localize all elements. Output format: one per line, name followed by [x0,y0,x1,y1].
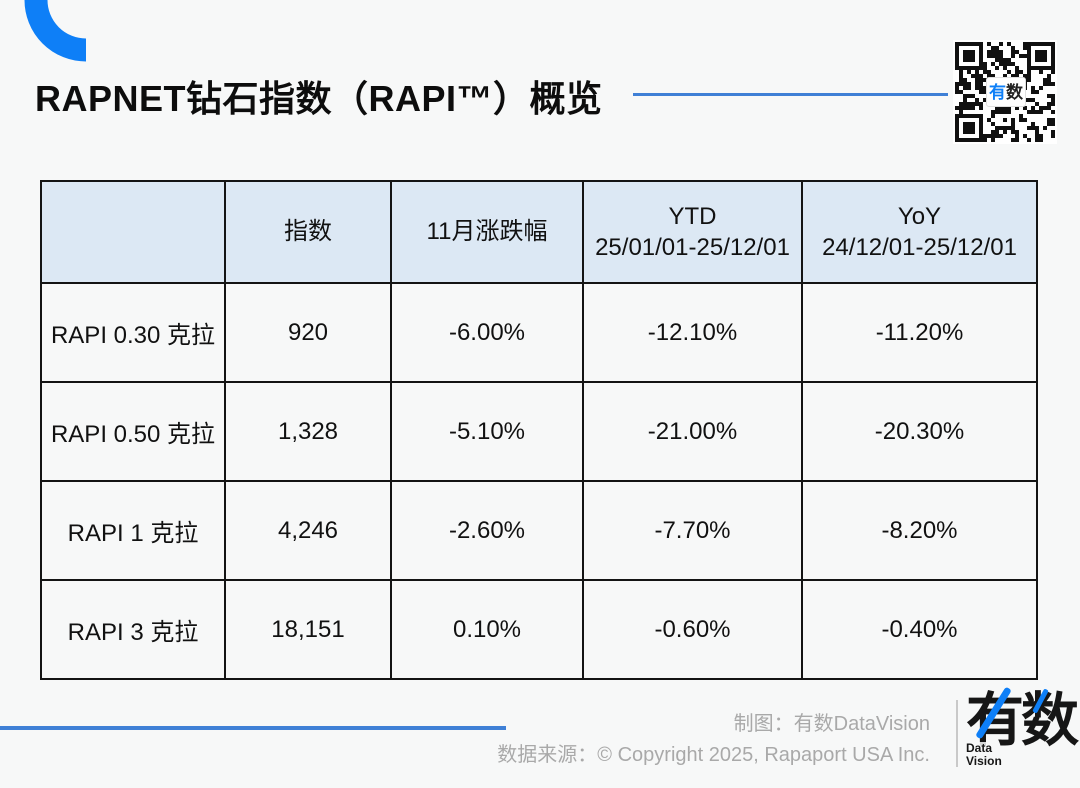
row-label: RAPI 3 克拉 [40,579,226,680]
table-row: RAPI 0.30 克拉 920 -6.00% -12.10% -11.20% [40,282,1038,383]
column-header [40,180,226,284]
table-header-row: 指数 11月涨跌幅 YTD 25/01/01-25/12/01 YoY 24/12/01-… [40,180,1038,284]
table-cell: 0.10% [390,579,584,680]
table-cell: -5.10% [390,381,584,482]
table-cell: 920 [224,282,392,383]
qr-logo-char-left: 有 [989,82,1006,102]
table-cell: -0.60% [582,579,803,680]
column-header: 11月涨跌幅 [390,180,584,284]
qr-code: 有数 [953,40,1057,144]
table-row: RAPI 3 克拉 18,151 0.10% -0.60% -0.40% [40,579,1038,680]
table-row: RAPI 0.50 克拉 1,328 -5.10% -21.00% -20.30% [40,381,1038,482]
table-cell: -7.70% [582,480,803,581]
row-label: RAPI 1 克拉 [40,480,226,581]
qr-logo-char-right: 数 [1006,82,1023,102]
qr-center-logo: 有数 [986,77,1026,107]
rapi-index-table: 指数 11月涨跌幅 YTD 25/01/01-25/12/01 YoY 24/12/01-… [40,180,1038,680]
brand-logo-subtext-data: Data [966,741,993,755]
table-header: 指数 11月涨跌幅 YTD 25/01/01-25/12/01 YoY 24/12/01-… [40,180,1038,284]
brand-logo-subtext-vision: Vision [966,754,1002,768]
page-title: RAPNET钻石指数（RAPI™）概览 [35,78,603,119]
qr-pattern [955,42,1055,142]
table-row: RAPI 1 克拉 4,246 -2.60% -7.70% -8.20% [40,480,1038,581]
table-body: RAPI 0.30 克拉 920 -6.00% -12.10% -11.20% RAPI … [40,282,1038,680]
table-cell: -12.10% [582,282,803,383]
column-header: YoY 24/12/01-25/12/01 [801,180,1038,284]
row-label: RAPI 0.50 克拉 [40,381,226,482]
table-cell: 4,246 [224,480,392,581]
table-cell: -8.20% [801,480,1038,581]
column-header: 指数 [224,180,392,284]
bottom-accent-line [0,726,506,730]
title-underline [633,93,948,96]
corner-arc-decoration [24,0,87,62]
table-cell: -21.00% [582,381,803,482]
table-cell: -20.30% [801,381,1038,482]
table-cell: 18,151 [224,579,392,680]
column-header: YTD 25/01/01-25/12/01 [582,180,803,284]
table-cell: -2.60% [390,480,584,581]
row-label: RAPI 0.30 克拉 [40,282,226,383]
footer-credit: 制图：有数DataVision [733,713,930,735]
footer-source: 数据来源：© Copyright 2025, Rapaport USA Inc. [497,744,930,766]
footer-divider [956,700,958,767]
brand-logo: 有数 Data Vision [966,686,1079,782]
table-cell: -6.00% [390,282,584,383]
table-cell: 1,328 [224,381,392,482]
table-cell: -0.40% [801,579,1038,680]
table-cell: -11.20% [801,282,1038,383]
